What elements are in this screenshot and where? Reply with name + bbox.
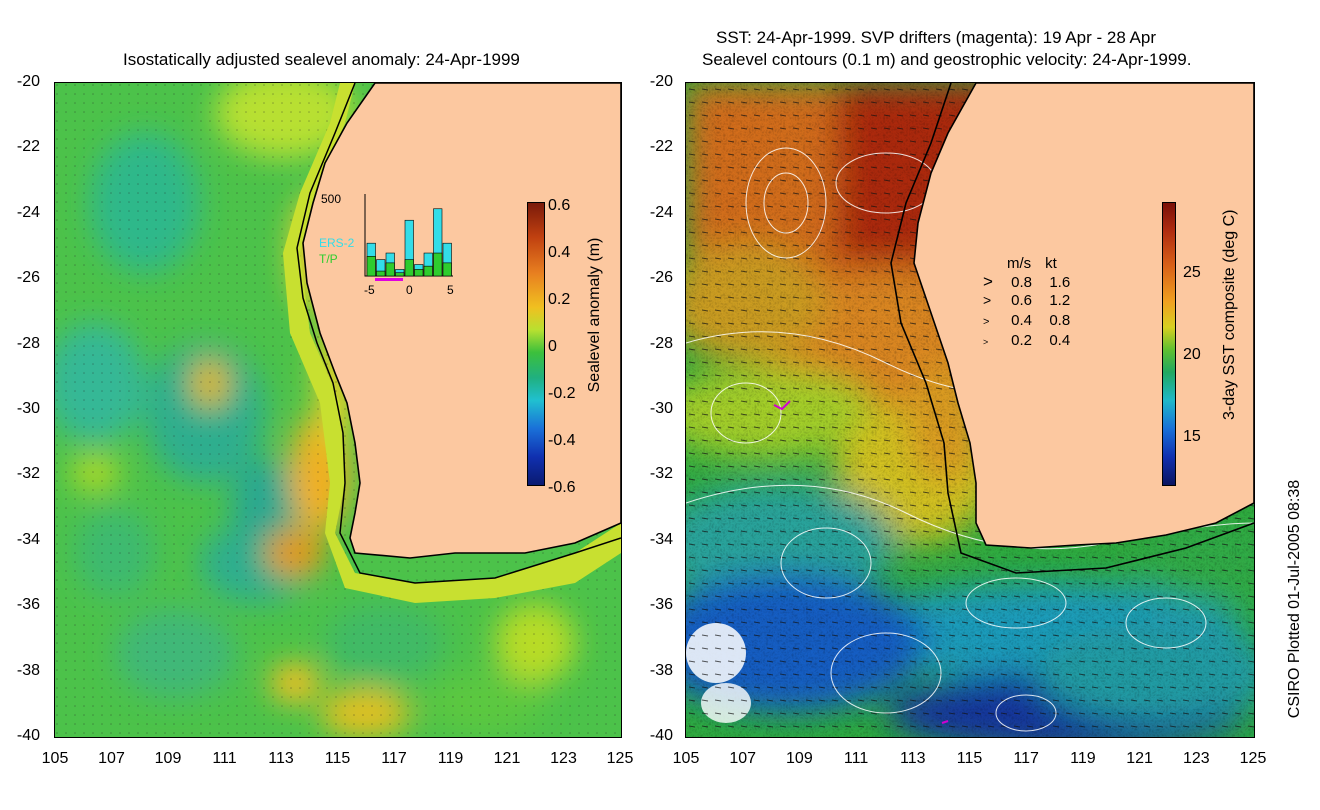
inset-xtick: -5 xyxy=(364,283,375,297)
right-y-tick: -32 xyxy=(649,465,673,483)
arrow-icon: > xyxy=(983,292,992,308)
sst-colorbar-label: 3-day SST composite (deg C) xyxy=(1221,209,1238,420)
right-y-tick: -20 xyxy=(649,73,673,90)
right-sst-map xyxy=(685,82,1255,738)
left-x-tick: 121 xyxy=(493,750,521,767)
legend-header-kt: kt xyxy=(1045,255,1057,272)
left-x-tick: 113 xyxy=(268,750,294,767)
right-x-tick: 121 xyxy=(1126,750,1153,767)
inset-xtick: 5 xyxy=(447,283,454,297)
inset-bar-tp xyxy=(366,256,376,277)
right-x-tick: 113 xyxy=(900,750,926,767)
left-y-tick: -26 xyxy=(16,269,40,287)
altimeter-coverage-inset: 500 ERS-2 T/P -5 0 5 xyxy=(315,188,465,298)
inset-series-a-label: ERS-2 xyxy=(319,236,355,250)
inset-bar-tp xyxy=(442,262,452,277)
legend-speed-ms: 0.4 xyxy=(1011,312,1033,329)
legend-speed-kt: 1.6 xyxy=(1049,274,1071,291)
left-x-tick: 123 xyxy=(550,750,577,767)
right-x-tick: 119 xyxy=(1070,750,1096,767)
right-y-tick: -36 xyxy=(649,596,673,614)
inset-axis xyxy=(364,194,453,277)
left-x-tick: 111 xyxy=(212,750,237,767)
sst-colorbar-tick: 15 xyxy=(1183,428,1201,445)
left-x-tick: 119 xyxy=(437,750,464,767)
left-x-tick: 105 xyxy=(41,750,69,767)
arrow-icon: > xyxy=(983,272,993,291)
left-x-tick: 107 xyxy=(98,750,125,767)
legend-header-ms: m/s xyxy=(1007,255,1032,272)
left-y-tick: -32 xyxy=(16,465,40,483)
inset-date-marker xyxy=(375,278,403,281)
inset-bar-tp xyxy=(376,270,386,277)
left-y-tick: -40 xyxy=(16,727,40,744)
inset-xtick: 0 xyxy=(406,283,413,297)
right-y-tick: -26 xyxy=(649,269,673,287)
right-x-tick: 109 xyxy=(786,750,813,767)
arrow-icon: > xyxy=(983,337,989,347)
right-y-tick: -38 xyxy=(649,661,673,679)
right-y-tick: -28 xyxy=(649,334,673,352)
sealevel-colorbar-tick: 0.2 xyxy=(548,291,571,308)
right-x-tick: 117 xyxy=(1013,750,1039,767)
legend-speed-kt: 0.4 xyxy=(1049,332,1071,349)
velocity-legend: m/s kt > 0.8 1.6 > 0.6 1.2 > 0.4 0.8 > 0… xyxy=(983,255,1103,355)
left-y-tick: -20 xyxy=(16,73,40,90)
left-sealevel-map xyxy=(54,82,622,738)
inset-bar-tp xyxy=(385,262,395,277)
legend-speed-kt: 1.2 xyxy=(1049,292,1071,309)
inset-bar-tp xyxy=(404,259,414,277)
right-y-tick: -30 xyxy=(649,400,673,417)
legend-speed-ms: 0.6 xyxy=(1011,292,1033,309)
sealevel-colorbar-tick: -0.4 xyxy=(548,432,576,449)
sst-colorbar xyxy=(1162,202,1176,486)
legend-speed-kt: 0.8 xyxy=(1049,312,1071,329)
right-x-tick: 125 xyxy=(1239,750,1267,767)
sealevel-colorbar-tick: -0.2 xyxy=(548,385,576,402)
left-x-tick: 109 xyxy=(154,750,182,767)
arrow-icon: > xyxy=(983,316,990,328)
right-y-tick: -22 xyxy=(649,138,673,156)
inset-bar-tp xyxy=(395,272,405,277)
right-map-title-line1: SST: 24-Apr-1999. SVP drifters (magenta)… xyxy=(716,28,1157,47)
right-x-tick: 115 xyxy=(956,750,983,767)
inset-bar-tp xyxy=(414,269,424,277)
right-y-tick: -40 xyxy=(649,727,673,744)
right-y-tick: -24 xyxy=(649,203,673,221)
sealevel-colorbar xyxy=(527,202,545,486)
inset-histogram xyxy=(364,194,453,281)
sealevel-colorbar-tick: 0.6 xyxy=(548,197,571,214)
left-y-tick: -30 xyxy=(16,400,40,417)
legend-speed-ms: 0.8 xyxy=(1011,274,1033,291)
right-y-tick: -34 xyxy=(649,530,673,548)
left-x-tick: 117 xyxy=(381,750,407,767)
plot-credit: CSIRO Plotted 01-Jul-2005 08:38 xyxy=(1286,479,1303,719)
sst-colorbar-tick: 20 xyxy=(1183,346,1201,363)
inset-series-b-label: T/P xyxy=(319,252,338,266)
left-x-tick: 125 xyxy=(606,750,634,767)
inset-bar-tp xyxy=(423,265,433,277)
inset-bar-tp xyxy=(433,252,443,277)
right-x-tick: 123 xyxy=(1182,750,1210,767)
right-map-title-line2: Sealevel contours (0.1 m) and geostrophi… xyxy=(702,50,1192,69)
sealevel-colorbar-label: Sealevel anomaly (m) xyxy=(586,237,603,393)
sealevel-colorbar-tick: -0.6 xyxy=(548,479,576,496)
left-y-tick: -24 xyxy=(16,203,40,221)
inset-ymax-label: 500 xyxy=(321,192,342,206)
sst-colorbar-tick: 25 xyxy=(1183,264,1201,281)
right-x-tick: 111 xyxy=(843,750,869,767)
left-y-tick: -34 xyxy=(16,530,40,548)
sealevel-colorbar-tick: 0 xyxy=(548,338,557,355)
sealevel-colorbar-tick: 0.4 xyxy=(548,244,571,261)
left-y-tick: -22 xyxy=(16,138,40,156)
left-map-title: Isostatically adjusted sealevel anomaly:… xyxy=(123,50,520,69)
right-x-tick: 107 xyxy=(729,750,757,767)
left-y-tick: -28 xyxy=(16,334,40,352)
left-y-tick: -38 xyxy=(16,661,40,679)
left-x-tick: 115 xyxy=(324,750,351,767)
right-x-tick: 105 xyxy=(672,750,700,767)
left-y-tick: -36 xyxy=(16,596,40,614)
legend-speed-ms: 0.2 xyxy=(1011,332,1033,349)
